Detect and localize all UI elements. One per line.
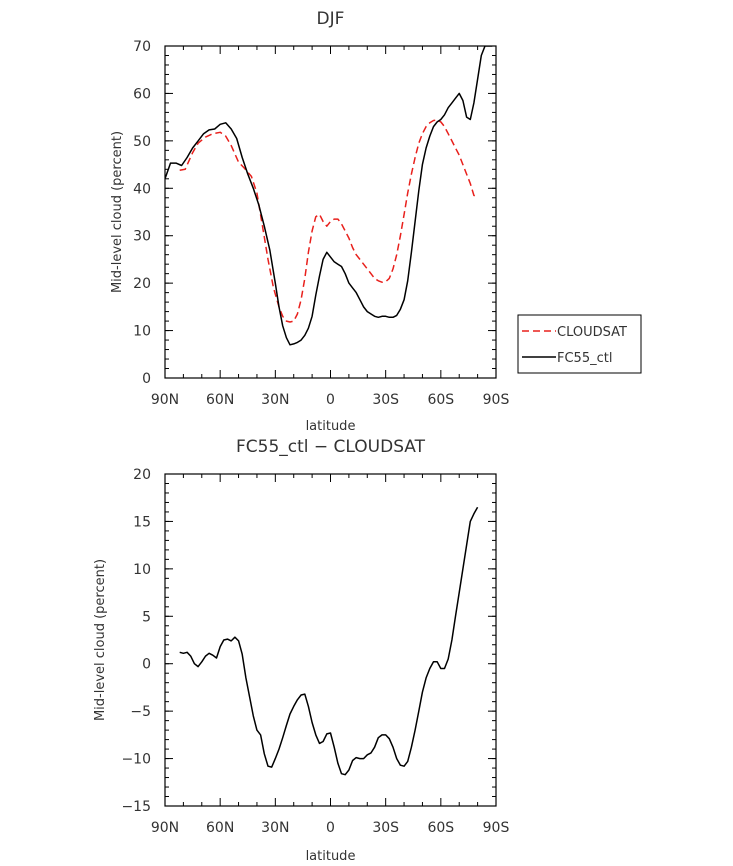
chart-title: FC55_ctl − CLOUDSAT [236,437,426,457]
x-tick-label: 30S [372,392,399,408]
series-line-difference [179,506,479,776]
chart-panel-1: DJF 90N 60N 30N 0 30S 60S 90S 0 10 20 30 40 50 60 70 lat… [110,9,642,434]
y-tick-label: 40 [133,181,151,197]
x-tick-label: 30N [261,392,289,408]
x-tick-label: 90S [483,392,510,408]
x-tick-label: 60N [206,820,234,836]
chart-panel-2: FC55_ctl − CLOUDSAT 90N 60N 30N 0 30S 60S 90S −1… [93,437,509,864]
y-tick-label: 30 [133,229,151,245]
y-tick-label: 20 [133,467,151,483]
series-line-fc55-ctl [165,46,493,346]
y-tick-label: 60 [133,86,151,102]
x-axis-label: latitude [306,849,356,864]
y-tick-label: −10 [121,752,151,768]
x-tick-label: 60N [206,392,234,408]
x-tick-label: 30N [261,820,289,836]
x-tick-label: 90N [151,820,179,836]
y-tick-label: −15 [121,799,151,815]
legend: CLOUDSAT FC55_ctl [517,314,642,374]
y-axis-label: Mid-level cloud (percent) [93,559,108,721]
x-tick-label: 0 [326,392,335,408]
x-tick-label: 60S [427,392,454,408]
legend-label: CLOUDSAT [557,325,627,340]
series-line-cloudsat [179,119,479,323]
chart-title: DJF [317,9,345,29]
x-tick-label: 90S [483,820,510,836]
y-axis-label: Mid-level cloud (percent) [110,131,125,293]
x-axis-label: latitude [306,419,356,434]
y-tick-label: 20 [133,276,151,292]
legend-label: FC55_ctl [557,351,612,366]
plot-frame [164,473,497,807]
x-tick-label: 60S [427,820,454,836]
y-tick-label: −5 [130,704,151,720]
y-tick-label: 10 [133,324,151,340]
y-tick-label: 15 [133,514,151,530]
legend-box [517,314,642,374]
x-tick-label: 30S [372,820,399,836]
x-tick-label: 90N [151,392,179,408]
y-tick-label: 50 [133,134,151,150]
y-tick-label: 70 [133,39,151,55]
y-tick-label: 10 [133,562,151,578]
plot-frame [164,45,497,379]
y-tick-label: 0 [142,371,151,387]
y-tick-label: 0 [142,657,151,673]
y-tick-label: 5 [142,609,151,625]
x-tick-label: 0 [326,820,335,836]
